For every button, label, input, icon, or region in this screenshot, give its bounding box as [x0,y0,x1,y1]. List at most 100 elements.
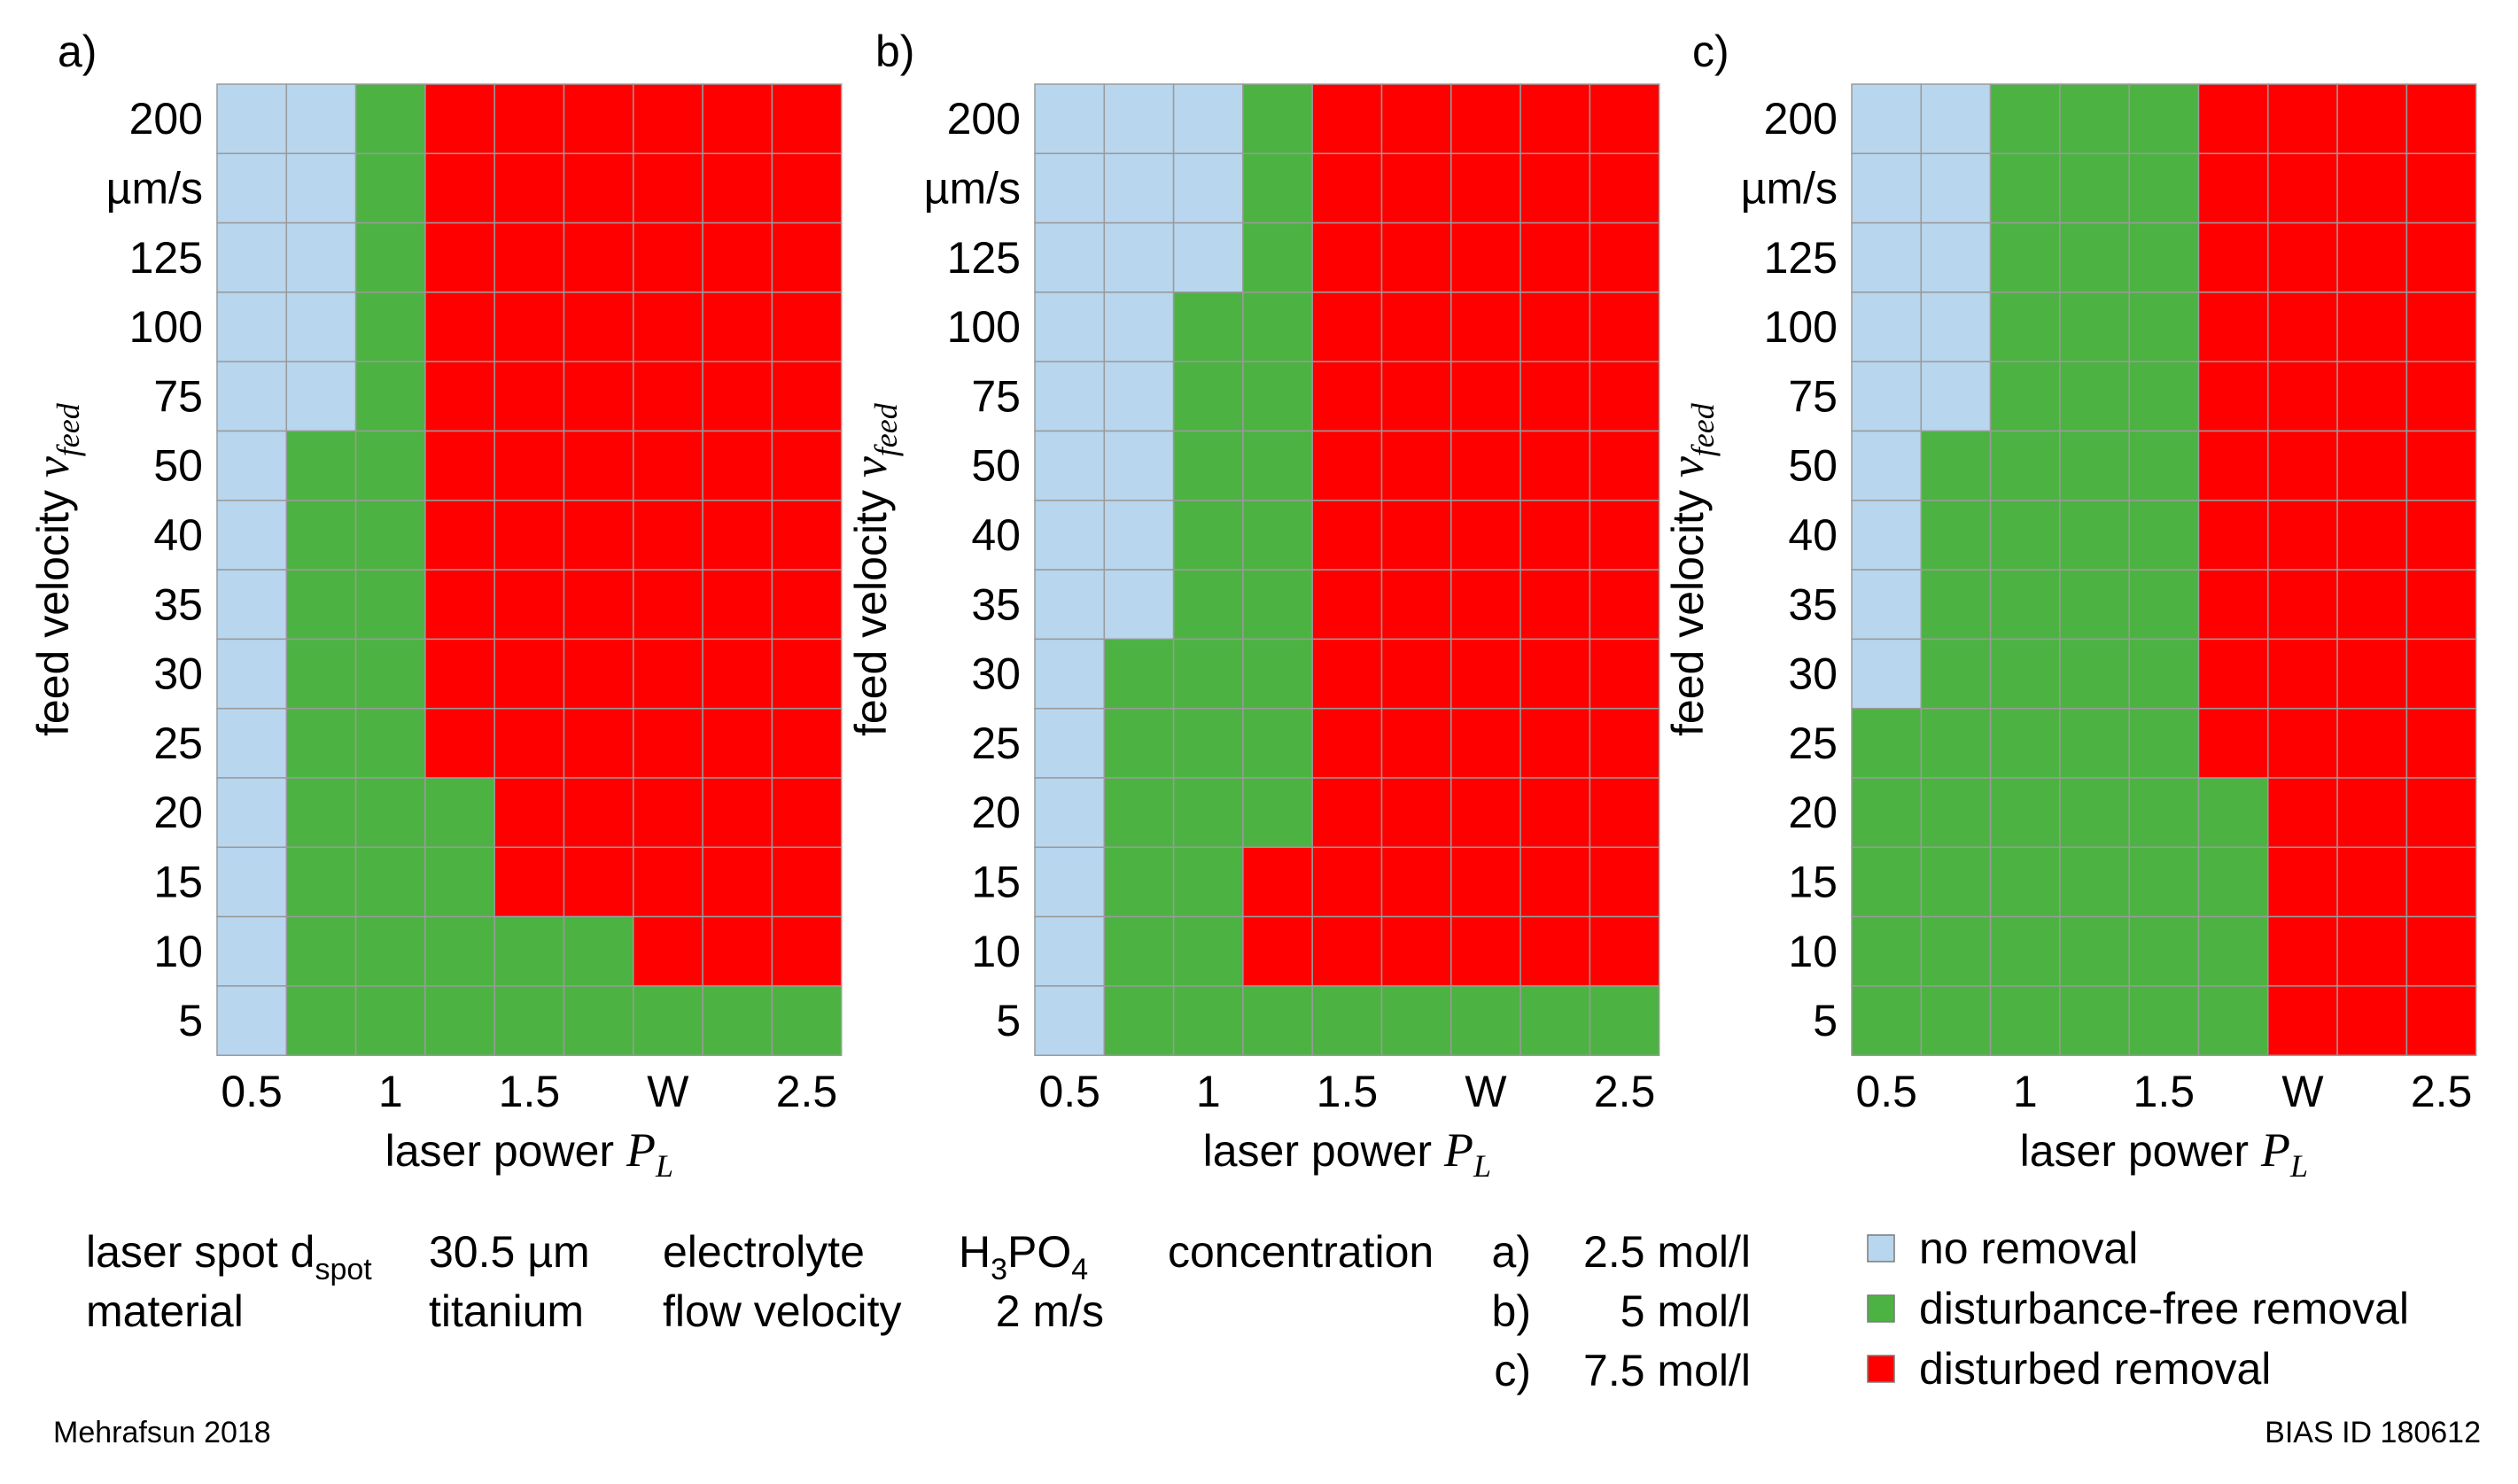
heatmap-cell [1172,569,1244,641]
heatmap-cell [1851,638,1923,710]
heatmap-cell [633,221,703,293]
legend: no removal disturbance-free removal distur… [1867,1224,2409,1394]
panel-1: a) 200 µm/s 125 100 75 50 40 35 30 25 20 15 10 5 0.5 1 1.… [26,27,843,1184]
heatmap-cell [2059,846,2130,918]
heatmap-cell [2267,846,2338,918]
heatmap-cell [1851,569,1923,641]
heatmap-cell [285,83,357,155]
heatmap-cell [285,915,357,987]
heatmap-cell [2128,500,2200,571]
heatmap-cell [285,569,357,641]
y-tick-label: 100 [947,302,1021,352]
heatmap-cell [2128,221,2200,293]
heatmap-cell [2197,291,2269,362]
heatmap-cell [633,985,703,1056]
heatmap-cell [771,777,843,849]
heatmap-cell [1034,777,1106,849]
heatmap-cell [563,707,634,779]
y-tick-label: 30 [1788,649,1838,699]
heatmap-cell [2059,500,2130,571]
heatmap-cell [2336,430,2408,501]
heatmap-cell [2405,707,2477,779]
flow-value: 2 m/s [996,1286,1104,1336]
heatmap-cell [1450,83,1521,155]
heatmap-cell [2405,569,2477,641]
heatmap-cell [1589,83,1660,155]
heatmap-cell [216,152,288,224]
heatmap-cell [354,569,426,641]
concentration-a-value: 2.5 mol/l [1583,1227,1751,1277]
heatmap-cell [563,430,634,501]
y-tick-label: 10 [153,927,203,976]
heatmap-cell [424,985,495,1056]
heatmap-cell [1519,569,1591,641]
x-tick-label: 1 [378,1067,403,1116]
heatmap-cell [285,291,357,362]
heatmap-cell [2336,500,2408,571]
concentration-b-value: 5 mol/l [1620,1286,1751,1336]
y-tick-label: µm/s [1741,164,1838,214]
x-axis-title: laser power PL [385,1123,673,1184]
heatmap-cell [633,361,703,432]
y-tick-label: 200 [947,94,1021,144]
x-tick-label: 1.5 [499,1067,561,1116]
heatmap-cell [1311,777,1383,849]
heatmap-cell [1311,846,1383,918]
heatmap-cell [702,638,773,710]
heatmap-cell [354,777,426,849]
heatmap-cell [2267,985,2338,1056]
heatmap-cell [2267,291,2338,362]
heatmap-cell [285,500,357,571]
heatmap-cell [1519,430,1591,501]
y-axis-title: feed velocity vfeed [1660,402,1721,736]
y-tick-label: 25 [971,719,1021,768]
heatmap-cell [216,291,288,362]
y-tick-label: 15 [1788,857,1838,906]
material-label: material [86,1286,244,1336]
heatmap-cell [633,569,703,641]
y-tick-label: 40 [971,510,1021,560]
heatmap-cell [1519,500,1591,571]
heatmap-cell [1311,569,1383,641]
heatmap-cell [1172,291,1244,362]
y-tick-label: 30 [971,649,1021,699]
legend-label: disturbance-free removal [1919,1284,2409,1333]
heatmap-cell [702,569,773,641]
heatmap-cell [633,846,703,918]
heatmap-cell [2197,915,2269,987]
heatmap-cell [285,638,357,710]
concentration-c-panel: c) [1494,1346,1531,1395]
heatmap-cell [2336,985,2408,1056]
heatmap-cell [1851,291,1923,362]
concentration-a-panel: a) [1492,1227,1531,1277]
heatmap-cell [1989,361,2061,432]
heatmap-cell [2336,638,2408,710]
heatmap-cell [1172,430,1244,501]
heatmap-cell [633,915,703,987]
heatmap-cell [1242,915,1313,987]
heatmap-cell [1519,915,1591,987]
x-axis-title: laser power PL [2020,1123,2308,1184]
heatmap-cell [2059,915,2130,987]
heatmap-cell [1103,430,1175,501]
heatmap-cell [1519,291,1591,362]
heatmap-cell [2405,221,2477,293]
heatmap-cell [1172,707,1244,779]
heatmap-cell [1589,777,1660,849]
heatmap-cell [1034,500,1106,571]
heatmap-cell [771,291,843,362]
heatmap-cell [285,985,357,1056]
heatmap-cell [563,915,634,987]
heatmap-cell [354,291,426,362]
heatmap-cell [1519,846,1591,918]
heatmap-cell [1311,152,1383,224]
heatmap-cell [1380,915,1452,987]
heatmap-cell [2405,83,2477,155]
heatmap-cell [1242,221,1313,293]
heatmap-cell [1103,83,1175,155]
heatmap-cell [2128,777,2200,849]
heatmap-cell [2197,430,2269,501]
heatmap-cell [424,291,495,362]
heatmap-cell [771,221,843,293]
heatmap-cell [1034,83,1106,155]
